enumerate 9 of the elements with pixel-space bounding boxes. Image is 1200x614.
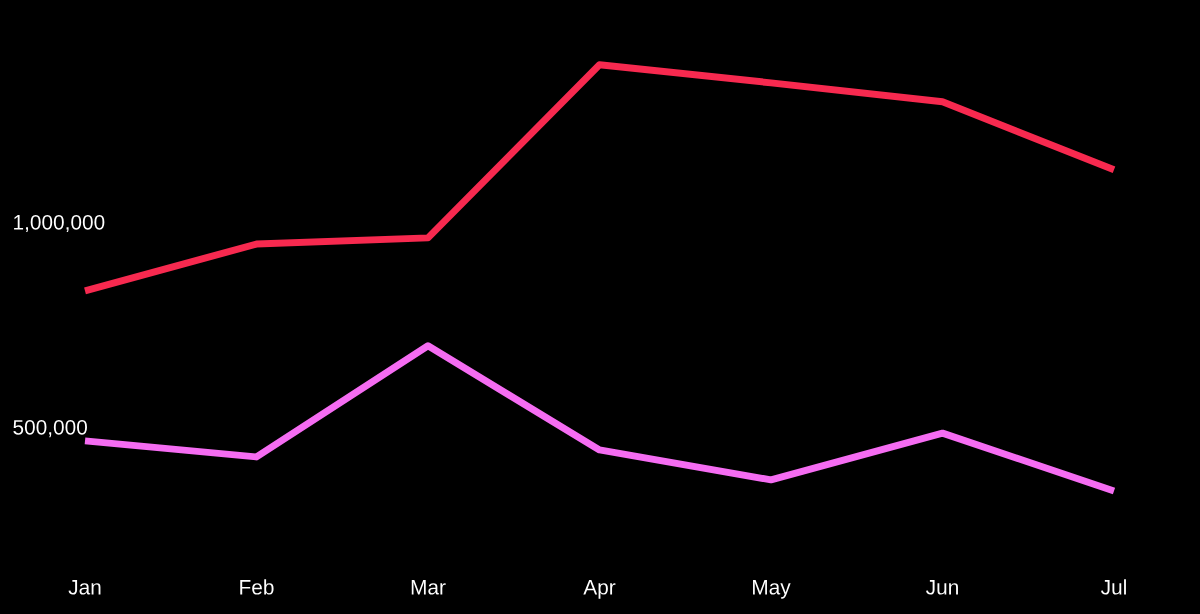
y-tick-label: 500,000: [13, 419, 87, 438]
x-tick-label: Apr: [583, 580, 616, 599]
y-tick-label: 1,000,000: [14, 214, 105, 233]
x-tick-label: Mar: [411, 580, 446, 595]
x-tick-label: Feb: [240, 579, 274, 595]
x-tick-label: Jul: [1101, 579, 1126, 595]
x-tick-label: May: [753, 580, 791, 599]
x-tick-label: Jan: [68, 580, 101, 595]
x-tick-label: Jun: [926, 580, 958, 595]
